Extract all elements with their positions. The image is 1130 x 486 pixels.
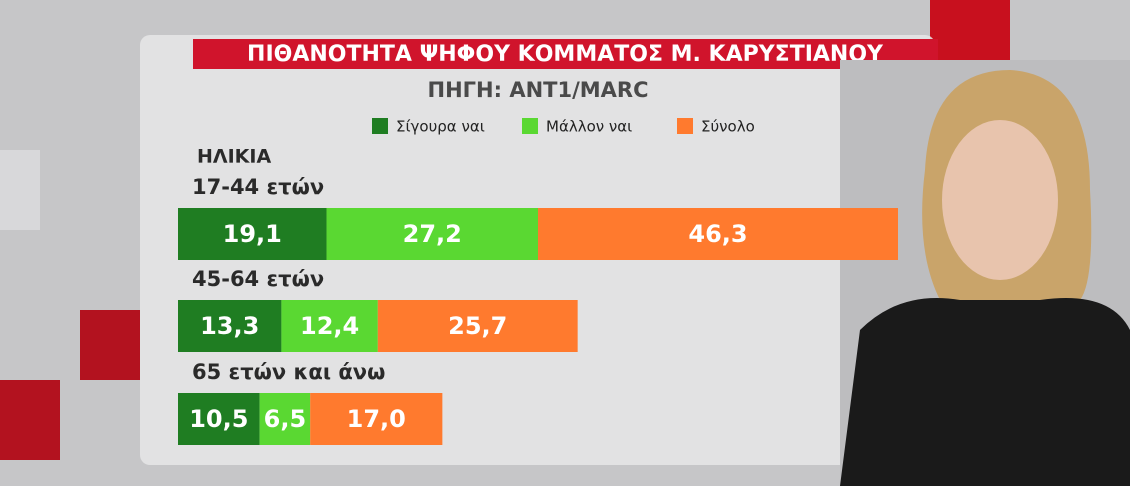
category-label: 17-44 ετών: [192, 175, 324, 199]
bar-segment: [281, 300, 378, 352]
legend-label: Σίγουρα ναι: [396, 118, 485, 136]
legend-label: Σύνολο: [701, 118, 755, 136]
bar-segment: [538, 208, 898, 260]
category-label: 45-64 ετών: [192, 267, 324, 291]
category-label: 65 ετών και άνω: [192, 360, 385, 384]
decor: [0, 380, 60, 460]
chart-title: ΠΙΘΑΝΟΤΗΤΑ ΨΗΦΟΥ ΚΟΜΜΑΤΟΣ Μ. ΚΑΡΥΣΤΙΑΝΟΥ: [247, 42, 884, 67]
bar-segment: [178, 208, 327, 260]
bar-segment: [310, 393, 443, 445]
value-label: 27,2: [403, 220, 462, 248]
bar-segment: [326, 208, 538, 260]
value-label: 6,5: [264, 405, 307, 433]
decor: [0, 150, 40, 230]
bar-segment: [178, 393, 260, 445]
subtitle: ΠΗΓΗ: ANT1/MARC: [428, 78, 649, 102]
value-label: 19,1: [223, 220, 282, 248]
decor: [930, 0, 1010, 60]
title-box: [193, 39, 938, 69]
bar-segment: [377, 300, 578, 352]
value-label: 12,4: [300, 312, 359, 340]
bar-segment: [178, 300, 282, 352]
legend-swatch: [677, 118, 693, 134]
legend-label: Μάλλον ναι: [546, 118, 632, 136]
photo: [840, 60, 1130, 486]
group-label: ΗΛΙΚΙΑ: [197, 146, 271, 168]
legend-swatch: [372, 118, 388, 134]
legend-swatch: [522, 118, 538, 134]
value-label: 10,5: [189, 405, 248, 433]
value-label: 13,3: [200, 312, 259, 340]
decor: [80, 310, 140, 380]
value-label: 17,0: [347, 405, 406, 433]
bar-segment: [259, 393, 311, 445]
value-label: 25,7: [448, 312, 507, 340]
value-label: 46,3: [688, 220, 747, 248]
